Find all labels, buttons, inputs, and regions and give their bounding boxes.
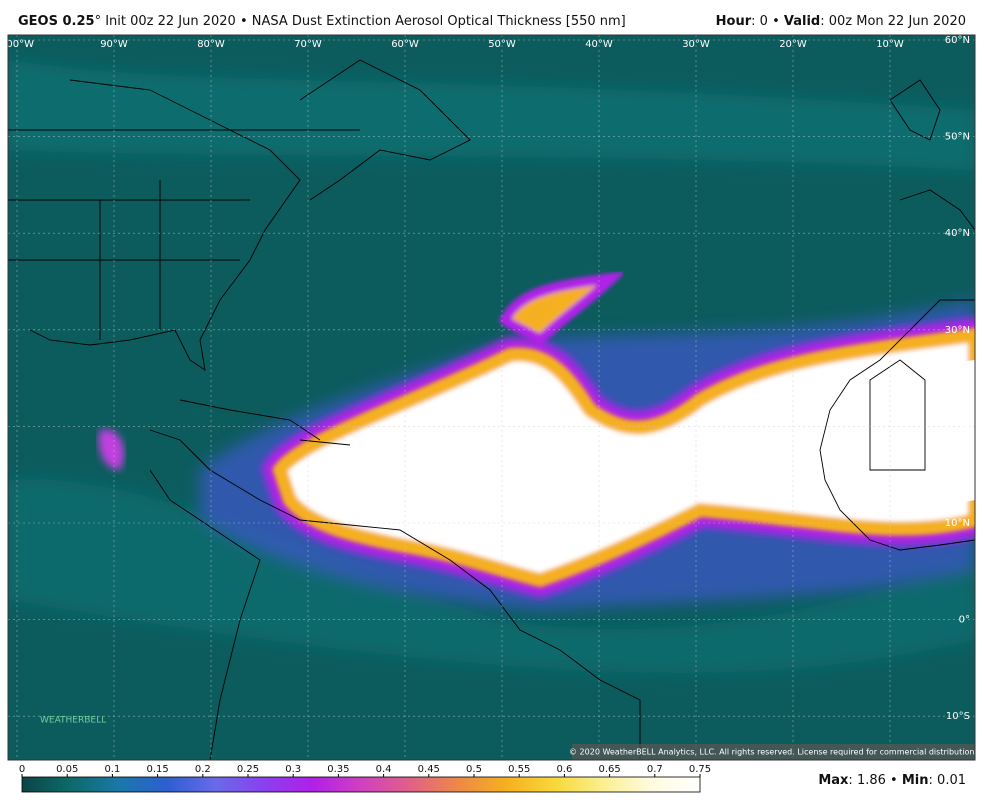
longitude-label: 20°W [779,39,807,50]
latitude-label: 40°N [945,228,970,239]
coastlines [8,59,975,760]
coastline [179,399,351,446]
colorbar-tick-label: 0.2 [195,764,211,775]
colorbar-tick-label: 0.1 [104,764,120,775]
longitude-label: 60°W [391,39,419,50]
colorbar-ramp [21,776,701,793]
dust-plume-north [498,271,627,347]
latitude-label: 50°N [945,132,970,143]
latitude-label: 10°S [946,711,970,722]
dust-patch [98,429,124,470]
longitude-label: 90°W [100,39,128,50]
map-frame [7,34,976,761]
longitude-label: 50°W [488,39,516,50]
colorbar-tick-label: 0.4 [376,764,392,775]
graticule: 100°W 90°W 80°W 70°W 60°W 50°W 40°W 30°W 20°W 10°… [0,35,975,760]
coastline [889,79,941,141]
colorbar-tick-label: 0.3 [285,764,301,775]
colorbar-tick-label: 0.65 [598,764,620,775]
haze [8,479,975,673]
coastline [299,59,471,201]
longitude-label: 10°W [876,39,904,50]
longitude-label: 30°W [682,39,710,50]
longitude-label: 100°W [0,39,34,50]
watermark-logo: WEATHERBELL [40,716,106,726]
copyright: © 2020 WeatherBELL Analytics, LLC. All r… [569,748,977,757]
haze [8,60,975,170]
colorbar-tick-label: 0.55 [508,764,530,775]
colorbar-tick-label: 0.15 [146,764,168,775]
header-title: GEOS 0.25° Init 00z 22 Jun 2020 • NASA D… [18,14,626,29]
latitude-label: 30°N [945,325,970,336]
colorbar-tick-label: 0 [19,764,25,775]
longitude-label: 80°W [197,39,225,50]
colorbar-tick-label: 0.75 [689,764,711,775]
map: 100°W 90°W 80°W 70°W 60°W 50°W 40°W 30°W 20°W 10°… [0,35,977,760]
copyright-box [572,744,975,760]
longitude-label: 40°W [585,39,613,50]
latitude-label: 0° [959,615,970,626]
latitude-label: 20°N [945,421,970,432]
colorbar-tick-label: 0.7 [647,764,663,775]
dust-plume-core [300,360,975,565]
latitude-label: 10°N [945,518,970,529]
colorbar-tick-label: 0.45 [418,764,440,775]
colorbar-tick-label: 0.5 [466,764,482,775]
coastline [29,79,301,371]
header-valid: Hour: 0 • Valid: 00z Mon 22 Jun 2020 [716,14,966,29]
border [869,189,975,471]
colorbar-tick-label: 0.35 [327,764,349,775]
latitude-label: 60°N [945,35,970,46]
coastline [149,429,641,760]
colorbar-tick-label: 0.6 [556,764,572,775]
colorbar-tick-label: 0.05 [56,764,78,775]
colorbar-tick-label: 0.25 [237,764,259,775]
colorbar: 0 0.05 0.1 0.15 0.2 0.25 0.3 0.35 0.4 0.45 0.5 0.55… [19,764,711,793]
coastline [149,469,261,760]
stats: Max: 1.86 • Min: 0.01 [818,773,966,788]
dust-plume [261,271,975,598]
longitude-label: 70°W [294,39,322,50]
border [8,129,360,340]
